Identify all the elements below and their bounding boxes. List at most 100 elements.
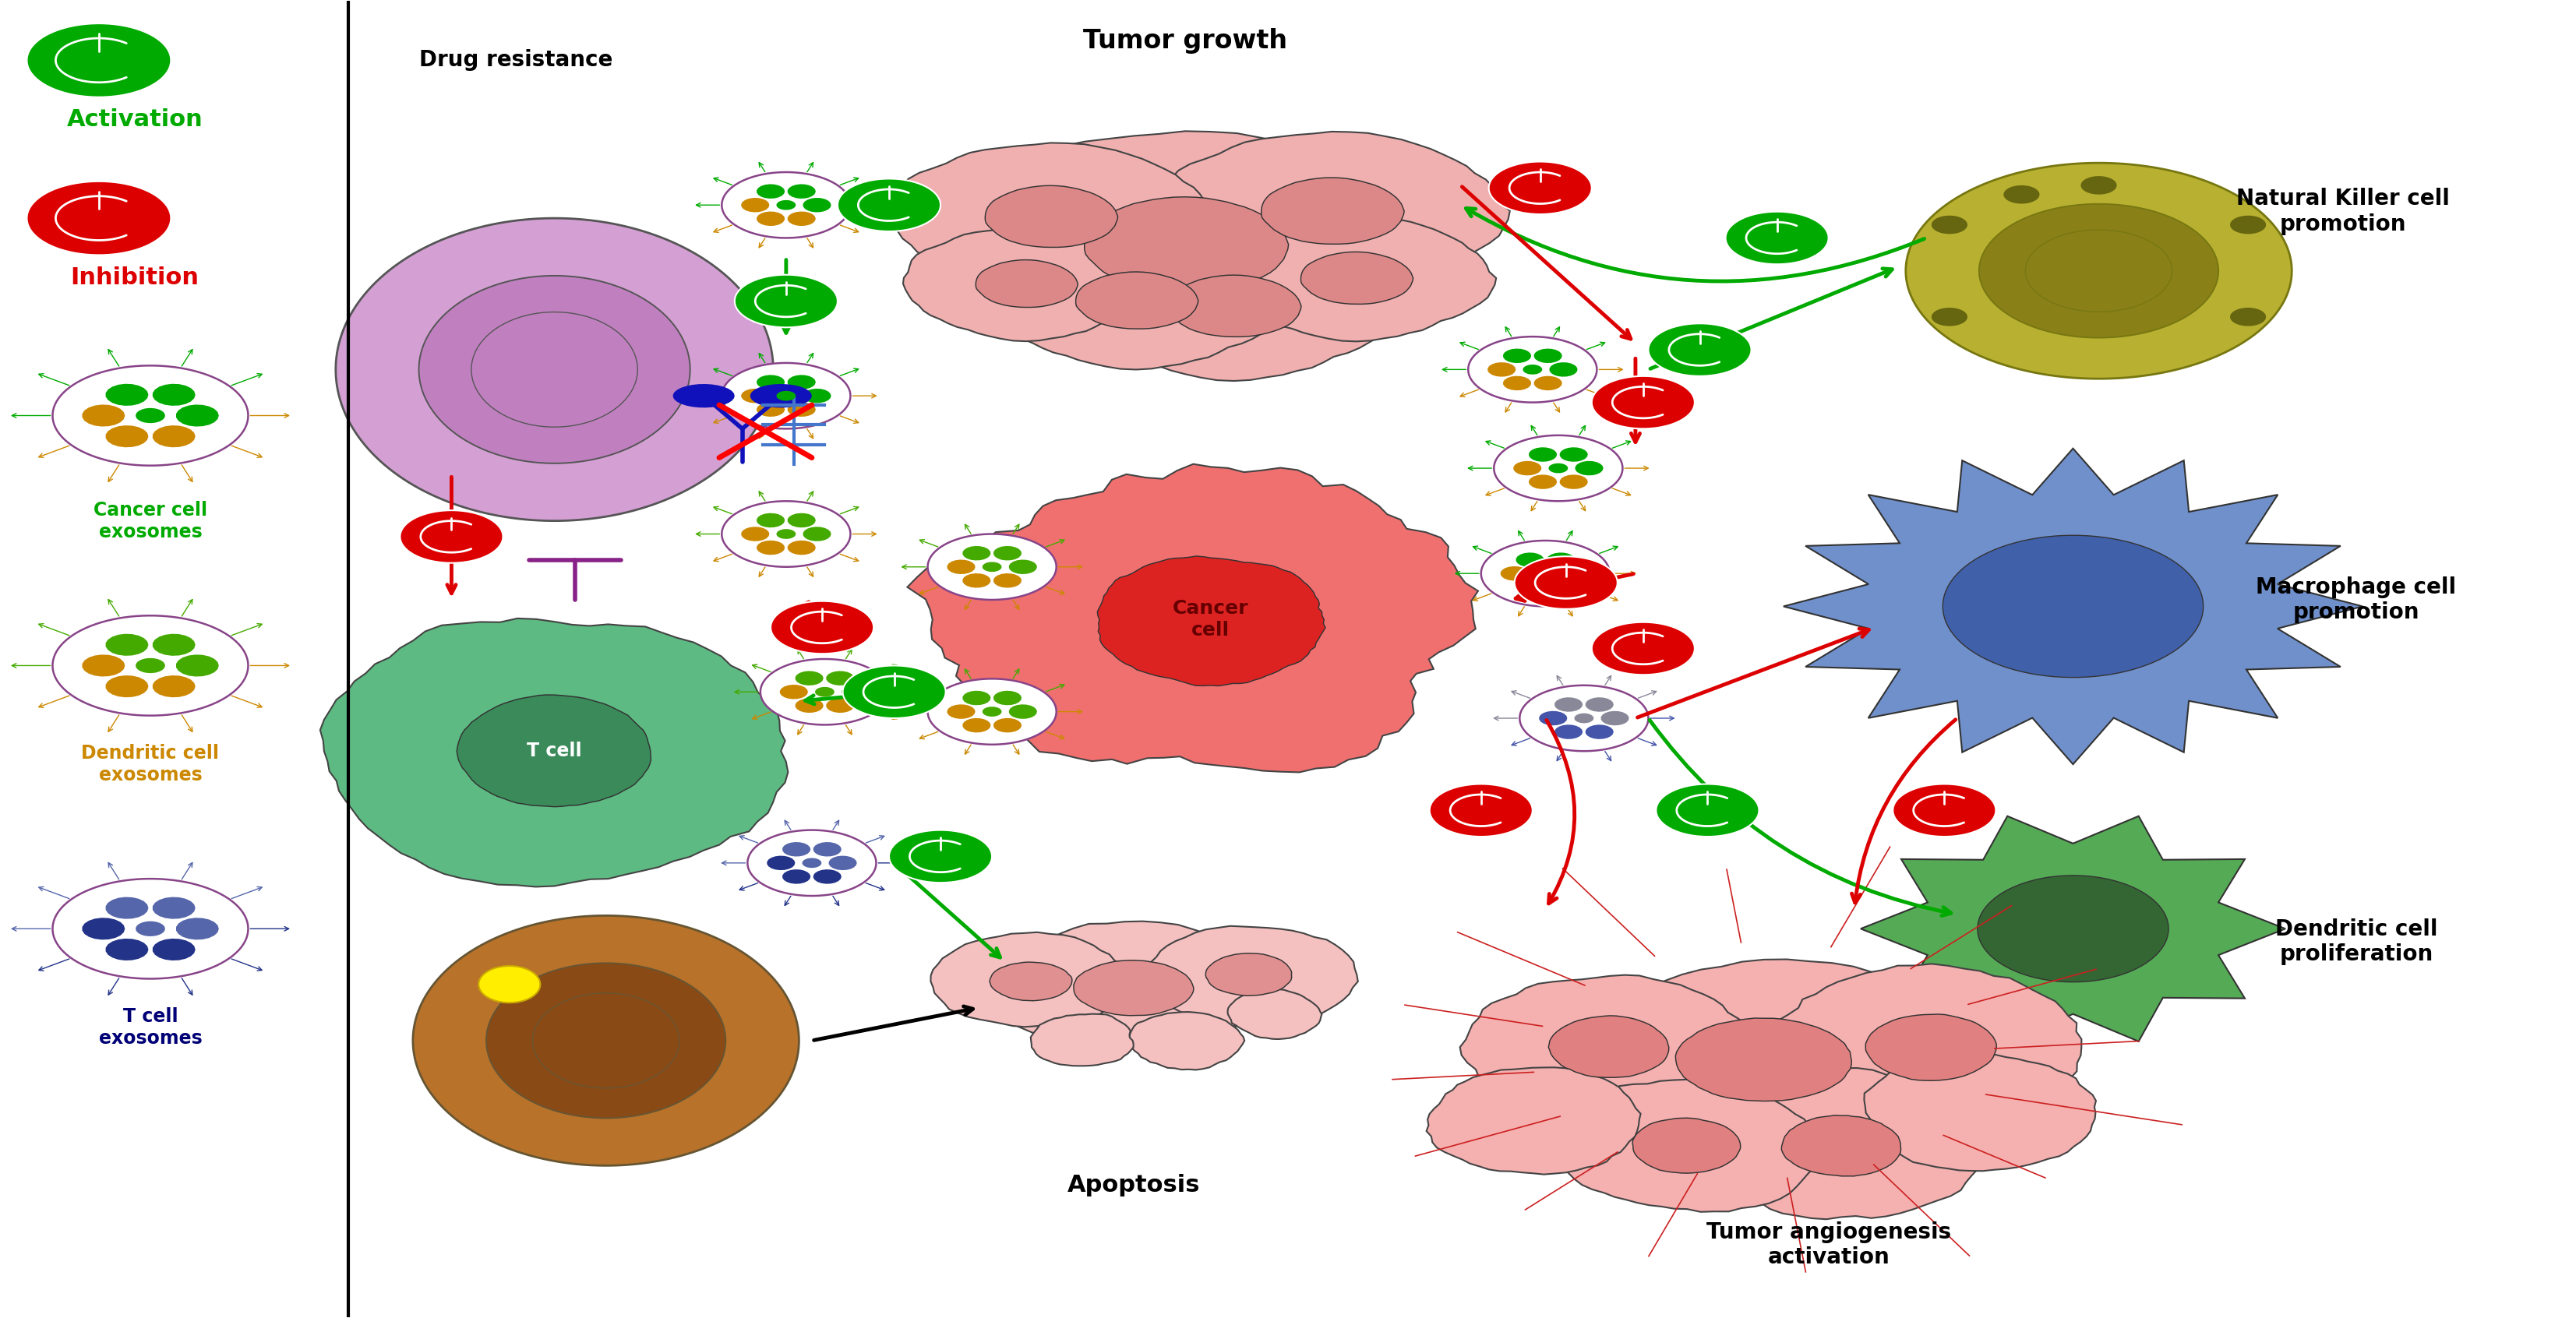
Polygon shape [750,384,811,407]
Text: Activation: Activation [67,108,204,130]
Polygon shape [889,830,992,883]
Polygon shape [1489,162,1592,215]
Polygon shape [1528,447,1556,461]
Polygon shape [757,540,786,555]
Polygon shape [989,232,1288,369]
Polygon shape [907,464,1479,772]
Polygon shape [1533,376,1561,390]
Polygon shape [1600,710,1628,725]
Text: Cancer
cell: Cancer cell [1172,600,1249,639]
Polygon shape [1592,622,1695,675]
Polygon shape [994,546,1023,560]
Text: Natural Killer cell
promotion: Natural Killer cell promotion [2236,188,2450,235]
Polygon shape [796,671,824,685]
Polygon shape [842,666,945,718]
Polygon shape [152,675,196,697]
Polygon shape [804,198,832,212]
Polygon shape [1865,1052,2097,1170]
Text: Inhibition: Inhibition [70,266,198,289]
Polygon shape [804,527,832,542]
Polygon shape [1517,580,1543,594]
Text: Tumor angiogenesis
activation: Tumor angiogenesis activation [1705,1220,1950,1268]
Polygon shape [1430,784,1533,837]
Polygon shape [152,426,196,447]
Polygon shape [927,534,1056,600]
Polygon shape [1427,1068,1641,1174]
Polygon shape [152,938,196,961]
Polygon shape [1942,535,2202,677]
Polygon shape [137,658,165,673]
Polygon shape [1584,697,1613,712]
Polygon shape [487,963,726,1118]
Polygon shape [82,655,124,676]
Polygon shape [976,260,1077,307]
Polygon shape [788,374,817,389]
Polygon shape [783,870,811,884]
Polygon shape [1489,362,1515,377]
Polygon shape [1932,216,1968,235]
Polygon shape [814,842,842,857]
Polygon shape [1146,927,1358,1027]
Polygon shape [1574,713,1595,724]
Polygon shape [1649,323,1752,376]
Polygon shape [829,855,858,870]
Polygon shape [963,718,992,733]
Polygon shape [781,684,809,699]
Polygon shape [106,675,149,697]
Polygon shape [106,938,149,961]
Polygon shape [1301,252,1414,304]
Text: T cell
exosomes: T cell exosomes [98,1007,201,1048]
Polygon shape [757,211,786,225]
Polygon shape [1262,178,1404,244]
Polygon shape [1546,960,1986,1160]
Polygon shape [904,227,1154,341]
Polygon shape [2025,229,2172,312]
Polygon shape [1520,685,1649,751]
Polygon shape [804,389,832,403]
Polygon shape [152,898,196,919]
Polygon shape [930,932,1126,1027]
Polygon shape [1553,697,1582,712]
Polygon shape [175,655,219,676]
Polygon shape [2231,216,2267,235]
Polygon shape [801,858,822,867]
Polygon shape [775,200,796,210]
Text: Dendritic cell
proliferation: Dendritic cell proliferation [2275,919,2437,965]
Polygon shape [827,671,855,685]
Polygon shape [1084,196,1288,291]
Polygon shape [1592,376,1695,428]
Polygon shape [1461,975,1754,1122]
Polygon shape [948,560,976,575]
Polygon shape [479,966,541,1003]
Polygon shape [2004,186,2040,204]
Polygon shape [734,274,837,327]
Polygon shape [137,409,165,423]
Polygon shape [938,130,1440,360]
Polygon shape [1010,704,1038,718]
Polygon shape [1170,275,1301,337]
Polygon shape [775,529,796,539]
Polygon shape [992,921,1270,1049]
Polygon shape [52,879,247,979]
Polygon shape [1674,1017,1852,1101]
Polygon shape [471,312,639,427]
Polygon shape [989,962,1072,1000]
Polygon shape [1584,725,1613,739]
Polygon shape [1777,963,2081,1124]
Polygon shape [788,211,817,225]
Polygon shape [721,362,850,428]
Polygon shape [891,142,1216,291]
Polygon shape [1206,953,1291,995]
Polygon shape [1906,163,2293,378]
Polygon shape [1097,556,1327,685]
Polygon shape [1690,1068,1984,1219]
Polygon shape [1865,1014,1996,1081]
Polygon shape [760,659,889,725]
Polygon shape [1558,474,1587,489]
Polygon shape [335,219,773,521]
Polygon shape [721,173,850,239]
Polygon shape [1528,474,1556,489]
Polygon shape [26,182,170,254]
Polygon shape [175,405,219,427]
Text: Cancer cell
exosomes: Cancer cell exosomes [93,501,206,540]
